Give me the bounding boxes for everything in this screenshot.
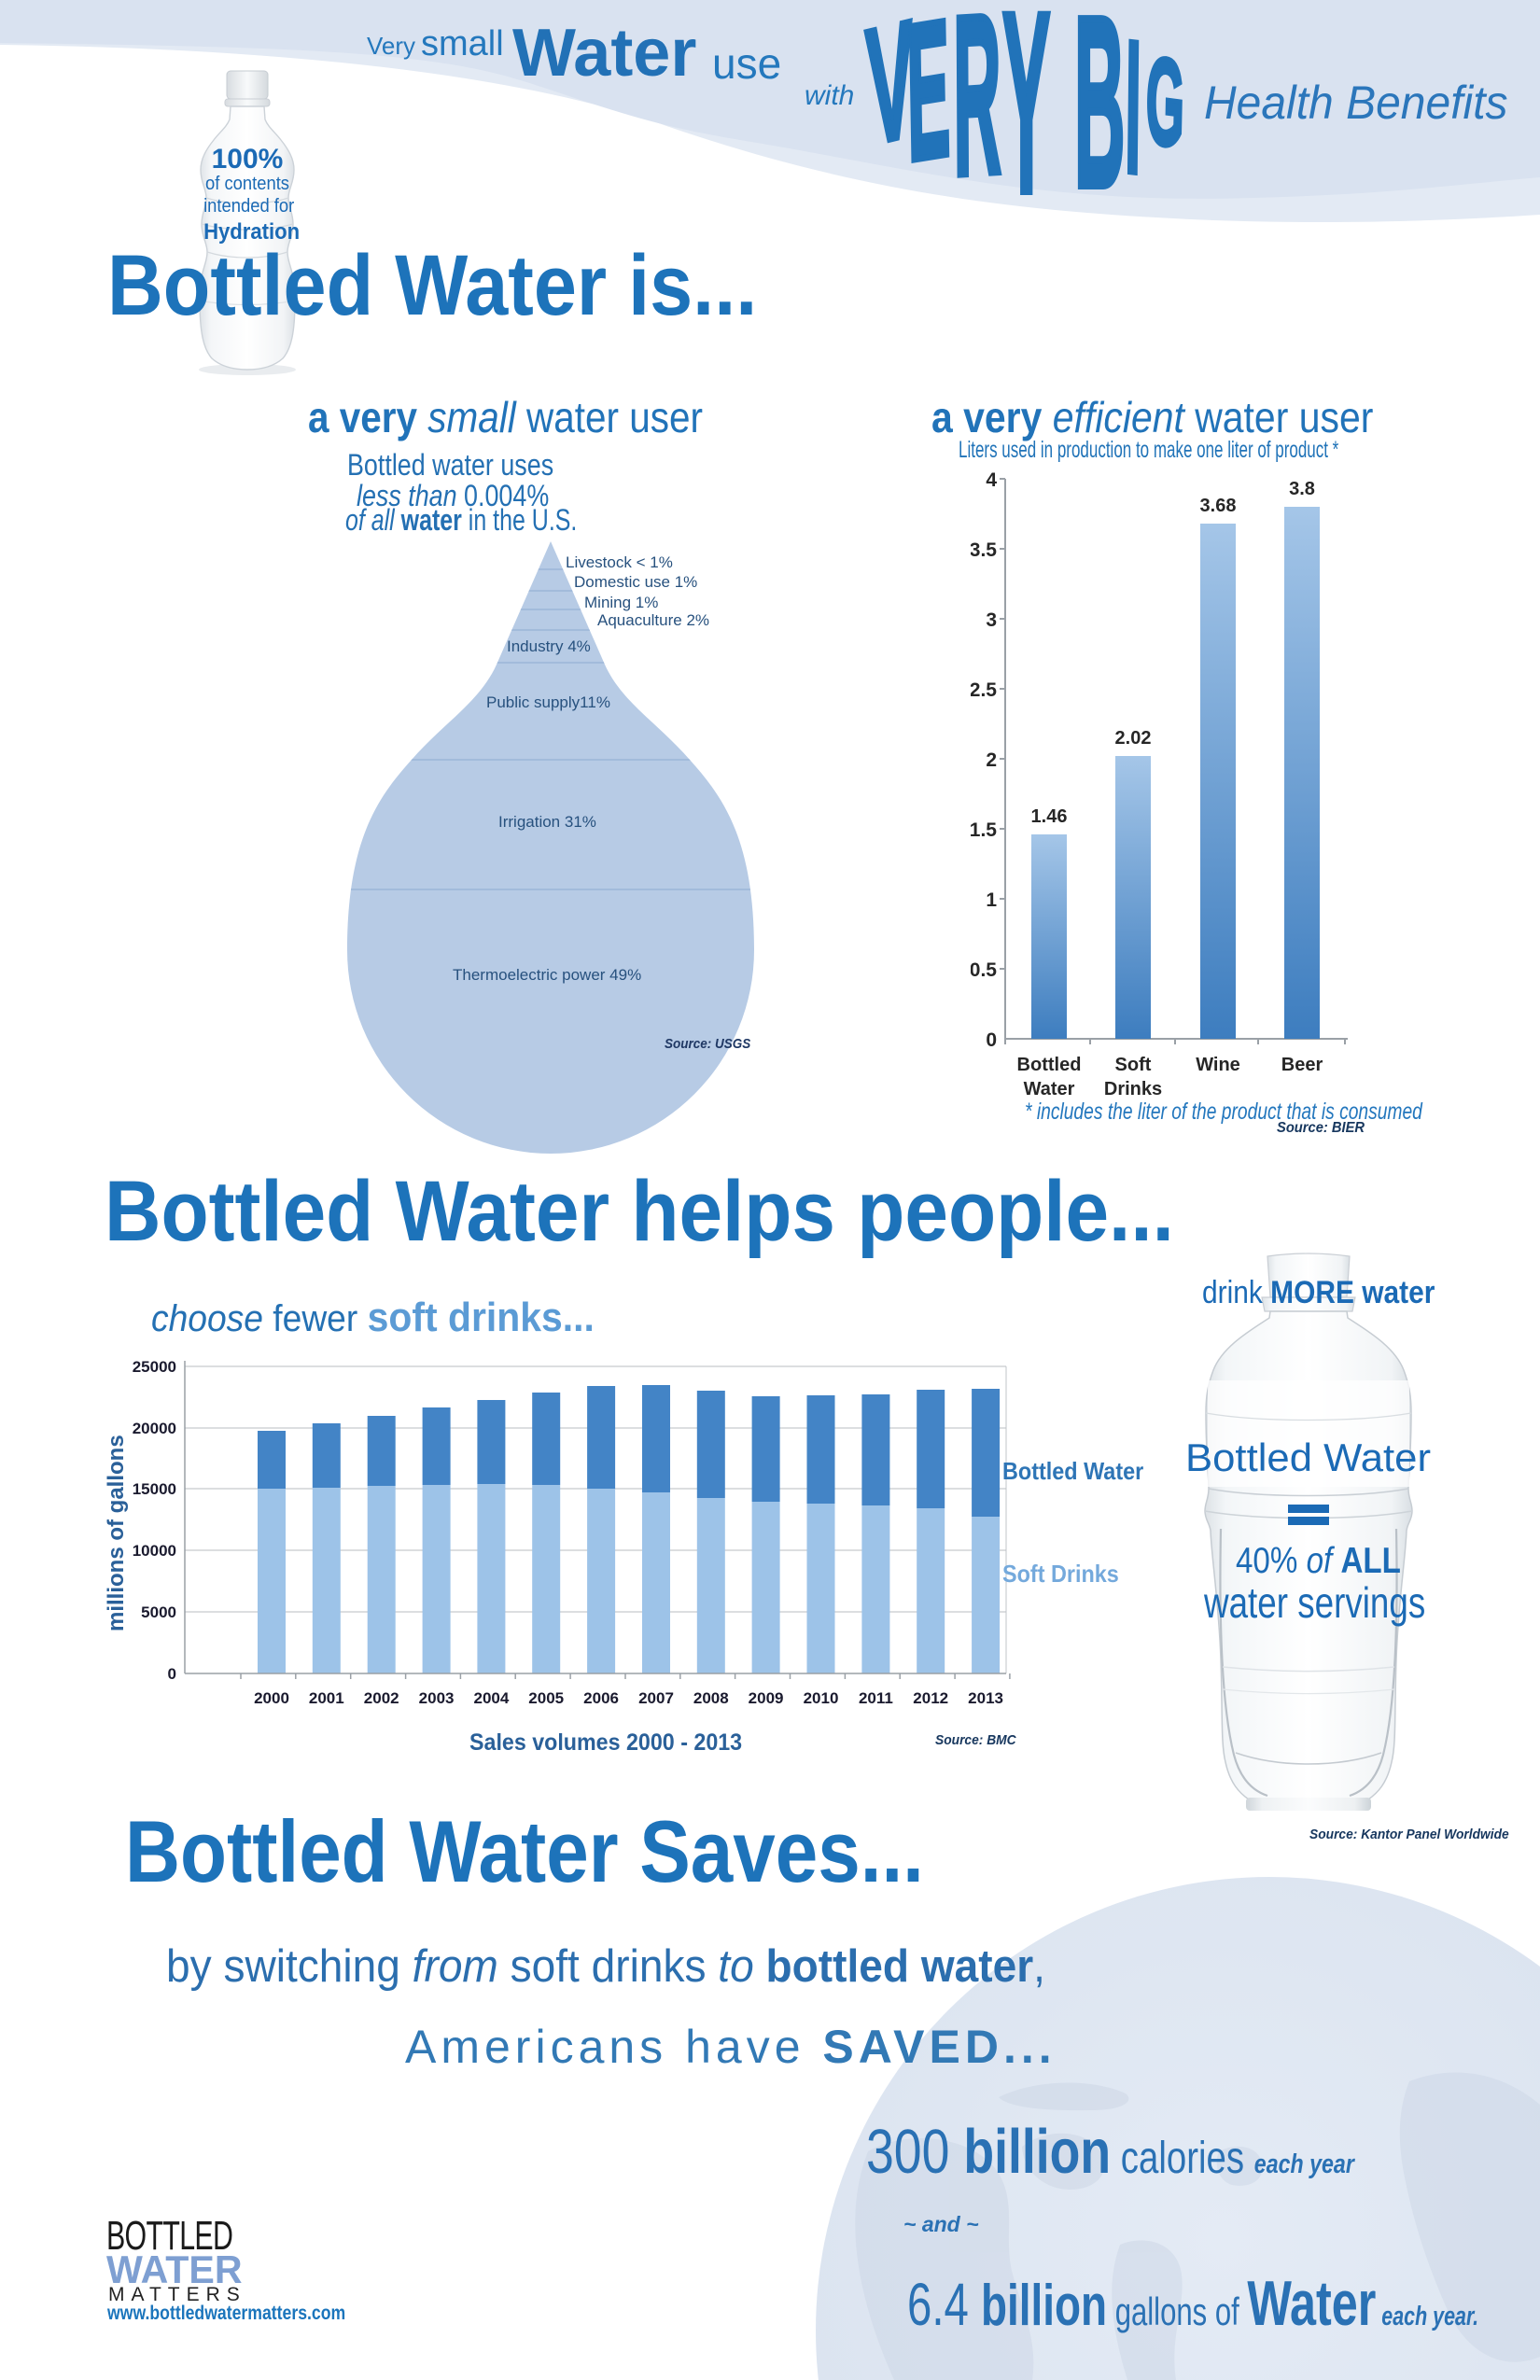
svg-text:3.68: 3.68 <box>1200 496 1237 516</box>
svg-text:4: 4 <box>986 469 997 491</box>
svg-text:B: B <box>1074 0 1125 210</box>
svg-text:0: 0 <box>168 1665 176 1683</box>
svg-text:2002: 2002 <box>364 1689 399 1707</box>
svg-text:2011: 2011 <box>859 1689 893 1707</box>
svg-text:3.5: 3.5 <box>971 539 997 561</box>
svg-text:Wine: Wine <box>1196 1055 1240 1075</box>
svg-text:Water: Water <box>1024 1079 1075 1099</box>
svg-text:2000: 2000 <box>254 1689 289 1707</box>
svg-text:1.5: 1.5 <box>971 819 997 841</box>
svg-text:2.5: 2.5 <box>971 679 997 701</box>
svg-text:R: R <box>953 0 1001 210</box>
svg-text:E: E <box>905 0 952 202</box>
svg-text:25000: 25000 <box>133 1358 176 1376</box>
svg-text:10000: 10000 <box>133 1542 176 1560</box>
svg-text:Drinks: Drinks <box>1104 1079 1162 1099</box>
svg-text:2007: 2007 <box>638 1689 674 1707</box>
svg-text:5000: 5000 <box>141 1603 176 1621</box>
svg-text:2012: 2012 <box>913 1689 948 1707</box>
svg-text:2.02: 2.02 <box>1115 728 1152 749</box>
svg-text:2008: 2008 <box>693 1689 729 1707</box>
svg-text:2: 2 <box>986 749 997 771</box>
svg-text:G: G <box>1144 32 1185 174</box>
svg-text:I: I <box>1125 3 1142 210</box>
svg-text:2004: 2004 <box>473 1689 509 1707</box>
svg-text:1: 1 <box>986 889 997 911</box>
svg-text:15000: 15000 <box>133 1480 176 1498</box>
svg-text:Bottled: Bottled <box>1017 1055 1082 1075</box>
svg-text:20000: 20000 <box>133 1420 176 1437</box>
svg-text:V: V <box>863 0 918 179</box>
svg-text:0: 0 <box>986 1029 997 1051</box>
svg-text:Soft: Soft <box>1115 1055 1152 1075</box>
svg-text:2005: 2005 <box>528 1689 564 1707</box>
svg-text:2010: 2010 <box>804 1689 839 1707</box>
svg-text:2013: 2013 <box>968 1689 1003 1707</box>
svg-text:Y: Y <box>1002 0 1050 210</box>
svg-text:1.46: 1.46 <box>1031 806 1068 827</box>
svg-text:Beer: Beer <box>1281 1055 1323 1075</box>
svg-text:3: 3 <box>986 609 997 631</box>
svg-text:3.8: 3.8 <box>1289 479 1315 499</box>
svg-text:2006: 2006 <box>583 1689 619 1707</box>
svg-text:2003: 2003 <box>419 1689 455 1707</box>
svg-text:2001: 2001 <box>309 1689 344 1707</box>
svg-text:2009: 2009 <box>749 1689 784 1707</box>
svg-text:0.5: 0.5 <box>971 959 997 981</box>
